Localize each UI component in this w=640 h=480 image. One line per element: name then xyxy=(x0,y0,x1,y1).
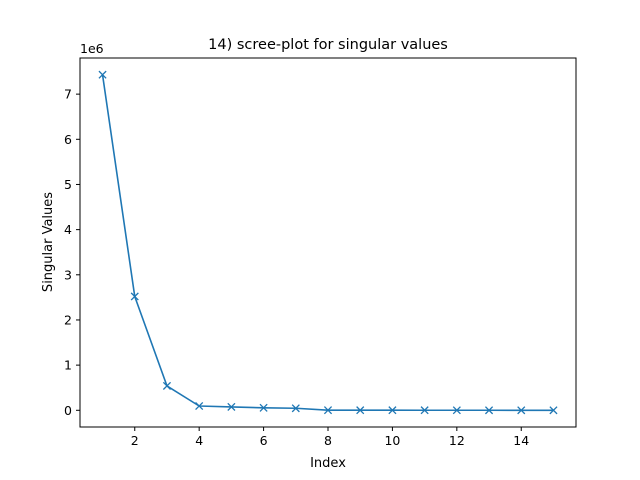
marker-stroke xyxy=(549,406,558,415)
data-point-marker xyxy=(517,406,526,415)
y-offset-label: 1e6 xyxy=(80,41,104,56)
data-point-marker xyxy=(291,404,300,413)
x-axis-label: Index xyxy=(310,456,346,471)
data-point-marker xyxy=(162,381,172,390)
y-tick-label: 0 xyxy=(64,403,72,418)
marker-stroke xyxy=(388,406,397,415)
y-tick-label: 3 xyxy=(64,267,72,282)
data-point-marker xyxy=(195,401,204,411)
x-tick-label: 6 xyxy=(260,433,268,448)
data-point-marker xyxy=(98,70,107,79)
plot-layer xyxy=(98,70,558,415)
marker-stroke xyxy=(517,406,526,415)
x-tick-label: 10 xyxy=(384,433,400,448)
marker-stroke xyxy=(452,406,461,415)
y-tick-label: 4 xyxy=(64,222,72,237)
marker-stroke xyxy=(356,406,365,415)
data-point-marker xyxy=(323,406,333,415)
y-tick-label: 1 xyxy=(64,358,72,373)
marker-stroke xyxy=(195,401,204,411)
data-point-marker xyxy=(549,406,558,415)
marker-stroke xyxy=(227,402,236,411)
x-tick-label: 8 xyxy=(324,433,332,448)
y-tick-label: 2 xyxy=(64,312,72,327)
marker-stroke xyxy=(484,406,494,415)
marker-stroke xyxy=(259,403,268,412)
y-axis-label: Singular Values xyxy=(41,192,56,292)
data-point-marker xyxy=(420,406,429,415)
data-point-marker xyxy=(452,406,461,415)
data-point-marker xyxy=(388,406,397,415)
x-tick-label: 2 xyxy=(131,433,139,448)
marker-stroke xyxy=(98,70,107,79)
data-point-marker xyxy=(484,406,494,415)
y-tick-label: 6 xyxy=(64,132,72,147)
y-tick-label: 7 xyxy=(64,87,72,102)
x-tick-label: 4 xyxy=(195,433,203,448)
marker-stroke xyxy=(162,381,172,390)
x-tick-label: 14 xyxy=(513,433,529,448)
y-tick-label: 5 xyxy=(64,177,72,192)
x-tick-label: 12 xyxy=(449,433,465,448)
data-point-marker xyxy=(259,403,268,412)
chart-title: 14) scree-plot for singular values xyxy=(208,37,448,53)
marker-stroke xyxy=(323,406,333,415)
data-point-marker xyxy=(130,292,139,301)
data-point-marker xyxy=(227,402,236,411)
data-point-marker xyxy=(356,406,365,415)
marker-stroke xyxy=(130,292,139,301)
marker-stroke xyxy=(420,406,429,415)
marker-stroke xyxy=(291,404,300,413)
